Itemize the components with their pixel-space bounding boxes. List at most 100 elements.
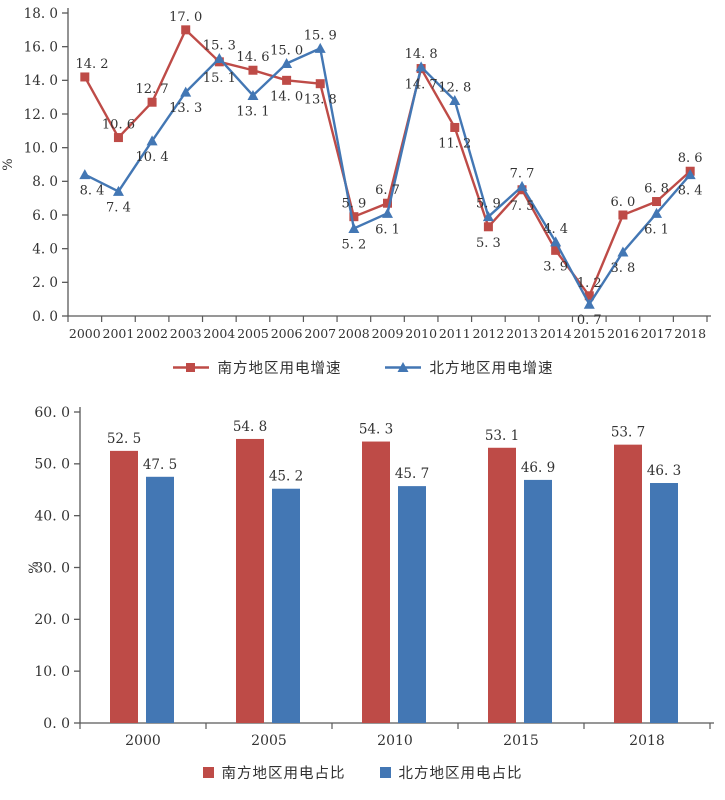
svg-text:6. 1: 6. 1 <box>644 222 669 237</box>
south-share-bar-2010 <box>362 441 390 723</box>
north-growth-marker-2010 <box>415 61 427 72</box>
svg-text:14. 2: 14. 2 <box>75 57 108 72</box>
svg-text:18. 0: 18. 0 <box>24 6 58 22</box>
svg-text:17. 0: 17. 0 <box>169 10 202 25</box>
north-growth-marker-2001 <box>112 185 124 196</box>
south-growth-marker-2017 <box>652 197 662 207</box>
north-share-bar-2000 <box>146 476 174 723</box>
south-share-bar-2015 <box>488 447 516 723</box>
north-share-bar-2018 <box>650 483 678 723</box>
north-growth-marker-2004 <box>213 52 225 63</box>
svg-text:2001: 2001 <box>103 326 135 341</box>
svg-text:2018: 2018 <box>674 326 706 341</box>
north-growth-series <box>79 42 696 309</box>
north-growth-marker-2014 <box>550 236 562 247</box>
svg-text:11. 2: 11. 2 <box>438 136 471 151</box>
svg-text:13. 1: 13. 1 <box>236 104 269 119</box>
svg-text:2010: 2010 <box>377 733 413 749</box>
north-share-bar-2005 <box>272 488 300 723</box>
svg-text:20. 0: 20. 0 <box>34 612 70 628</box>
svg-text:12. 7: 12. 7 <box>136 82 169 97</box>
north-growth-marker-2018 <box>684 169 696 180</box>
svg-text:8. 4: 8. 4 <box>80 184 105 199</box>
svg-text:54. 8: 54. 8 <box>233 419 267 435</box>
svg-text:15. 1: 15. 1 <box>203 71 236 86</box>
south-share-bar-2018 <box>614 444 642 723</box>
electricity-growth-line-chart: 0. 0 2. 0 4. 0 6. 0 8. 0 10. 0 12. 0 14. 0 16. 0… <box>0 0 725 393</box>
svg-text:2015: 2015 <box>573 326 605 341</box>
svg-text:15. 0: 15. 0 <box>270 44 303 59</box>
svg-text:2013: 2013 <box>506 326 538 341</box>
south-growth-marker-2014 <box>551 245 561 255</box>
svg-text:10. 0: 10. 0 <box>24 140 58 156</box>
legend-label-north-growth: 北方地区用电增速 <box>429 360 554 377</box>
svg-text:15. 9: 15. 9 <box>304 28 337 43</box>
north-growth-marker-2002 <box>146 135 158 146</box>
svg-text:2. 0: 2. 0 <box>32 275 58 291</box>
svg-text:16. 0: 16. 0 <box>24 39 58 55</box>
svg-text:2016: 2016 <box>607 326 639 341</box>
svg-text:2007: 2007 <box>304 326 336 341</box>
svg-text:2004: 2004 <box>203 326 235 341</box>
north-growth-marker-2005 <box>247 89 259 100</box>
svg-text:10. 0: 10. 0 <box>34 664 70 680</box>
legend-label-north-share: 北方地区用电占比 <box>398 765 523 782</box>
svg-text:50. 0: 50. 0 <box>34 457 70 473</box>
legend-item-north-share: 北方地区用电占比 <box>379 762 523 783</box>
svg-text:10. 4: 10. 4 <box>136 150 169 165</box>
bar-chart-canvas: 0. 0 10. 0 20. 0 30. 0 40. 0 50. 0 60. 0 2000 20… <box>27 405 714 749</box>
svg-text:5. 9: 5. 9 <box>341 197 366 212</box>
svg-text:6. 7: 6. 7 <box>375 183 400 198</box>
south-growth-marker-2012 <box>483 222 493 232</box>
svg-text:0. 7: 0. 7 <box>577 313 602 328</box>
svg-text:13. 3: 13. 3 <box>169 101 202 116</box>
north-growth-marker-2016 <box>617 246 629 257</box>
svg-text:13. 8: 13. 8 <box>304 93 337 108</box>
svg-text:14. 7: 14. 7 <box>405 78 438 93</box>
svg-text:54. 3: 54. 3 <box>359 422 393 438</box>
legend-label-south-share: 南方地区用电占比 <box>221 765 346 782</box>
svg-text:46. 9: 46. 9 <box>521 460 555 476</box>
svg-text:45. 7: 45. 7 <box>395 466 429 482</box>
svg-text:%: % <box>27 561 42 573</box>
svg-text:45. 2: 45. 2 <box>269 469 303 485</box>
svg-text:2012: 2012 <box>472 326 504 341</box>
svg-text:2008: 2008 <box>338 326 370 341</box>
north-share-bar-2015 <box>524 479 552 723</box>
svg-text:6. 8: 6. 8 <box>644 182 669 197</box>
svg-text:30. 0: 30. 0 <box>34 560 70 576</box>
svg-text:2010: 2010 <box>405 326 437 341</box>
svg-text:2000: 2000 <box>69 326 101 341</box>
share-axes: 0. 0 10. 0 20. 0 30. 0 40. 0 50. 0 60. 0 2000 20… <box>27 405 714 749</box>
svg-text:15. 3: 15. 3 <box>203 38 236 53</box>
svg-text:8. 4: 8. 4 <box>678 184 703 199</box>
svg-text:7. 4: 7. 4 <box>106 200 131 215</box>
north-growth-marker-2006 <box>281 58 293 68</box>
svg-text:3. 8: 3. 8 <box>611 261 636 276</box>
north-growth-marker-2015 <box>583 298 595 309</box>
svg-text:0. 0: 0. 0 <box>32 309 58 325</box>
svg-text:5. 9: 5. 9 <box>476 197 501 212</box>
south-growth-marker-2016 <box>618 210 628 220</box>
svg-text:6. 1: 6. 1 <box>375 222 400 237</box>
svg-text:%: % <box>1 158 16 170</box>
svg-text:2006: 2006 <box>271 326 303 341</box>
svg-text:2009: 2009 <box>372 326 404 341</box>
svg-text:1. 2: 1. 2 <box>577 276 602 291</box>
svg-text:53. 7: 53. 7 <box>611 425 645 441</box>
svg-text:8. 0: 8. 0 <box>32 174 58 190</box>
svg-text:14. 0: 14. 0 <box>270 89 303 104</box>
svg-text:2005: 2005 <box>251 733 287 749</box>
svg-text:2015: 2015 <box>503 733 539 749</box>
svg-text:12. 8: 12. 8 <box>438 81 471 96</box>
svg-text:14. 8: 14. 8 <box>405 47 438 62</box>
south-growth-marker-2008 <box>349 212 359 222</box>
north-growth-marker-2003 <box>180 86 192 97</box>
svg-text:2018: 2018 <box>629 733 665 749</box>
svg-text:53. 1: 53. 1 <box>485 428 519 444</box>
svg-text:2005: 2005 <box>237 326 269 341</box>
legend-item-south-share: 南方地区用电占比 <box>202 762 346 783</box>
north-growth-marker-2007 <box>314 42 326 53</box>
svg-text:6. 0: 6. 0 <box>611 195 636 210</box>
svg-text:2014: 2014 <box>540 326 572 341</box>
